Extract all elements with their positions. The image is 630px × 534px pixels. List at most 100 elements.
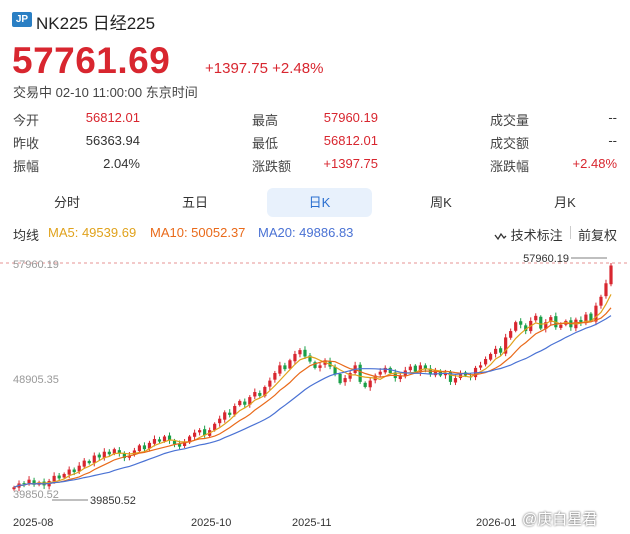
watermark: @庚白星君 [522, 511, 598, 528]
candle-body [378, 371, 382, 375]
candle-body [52, 475, 56, 482]
ma5-value: MA5: 49539.69 [48, 225, 137, 240]
stat-label: 今开 [13, 113, 40, 128]
candle-body [544, 322, 548, 329]
candle-body [494, 348, 498, 354]
adjust-toggle[interactable]: 前复权 [578, 228, 618, 243]
candle-body [524, 325, 528, 332]
candle-body [278, 365, 282, 374]
candle-body [423, 365, 427, 370]
candle-body [27, 479, 31, 484]
candle-body [122, 453, 126, 459]
candle-body [348, 372, 352, 379]
candle-body [584, 314, 588, 324]
zigzag-icon [494, 232, 507, 241]
ma20-line [13, 315, 612, 488]
stat-value: -- [608, 133, 617, 148]
candle-body [107, 451, 111, 455]
candle-body [333, 366, 337, 375]
candle-body [313, 362, 317, 368]
candle-body [433, 370, 438, 376]
candle-body [383, 367, 387, 373]
candle-body [233, 406, 237, 415]
y-axis-top-label: 57960.19 [13, 259, 59, 271]
stat-value: 56812.01 [323, 133, 378, 148]
candle-body [87, 460, 91, 464]
candle-body [218, 418, 222, 424]
candle-body [253, 392, 257, 397]
candle-body [193, 432, 197, 437]
x-axis-label: 2025-10 [191, 517, 231, 529]
market-badge: JP [12, 12, 32, 27]
tech-annotation-toggle[interactable]: 技术标注 [494, 225, 563, 244]
candle-body [443, 372, 448, 376]
candle-body [127, 455, 131, 458]
candle-body [418, 365, 422, 373]
stat-value: 56812.01 [85, 110, 140, 125]
kline-chart[interactable]: 57960.19 48905.35 39850.52 57960.19 39850.52… [0, 245, 630, 534]
candle-body [293, 353, 297, 362]
tab-weekly-k[interactable]: 周K [430, 195, 452, 210]
candle-body [343, 378, 347, 383]
candle-body [363, 382, 367, 387]
candle-body [388, 367, 392, 373]
high-marker-label: 57960.19 [523, 253, 569, 265]
candle-body [67, 469, 71, 475]
candle-body [238, 400, 242, 406]
stat-value: +2.48% [572, 156, 617, 171]
candle-body [92, 455, 96, 463]
candle-body [112, 449, 116, 454]
current-price: 57761.69 [12, 40, 171, 81]
candle-body [589, 313, 593, 321]
period-tabs: 分时 五日 日K 周K 月K [0, 188, 630, 217]
index-title: NK225 日经225 [36, 14, 156, 33]
candle-body [599, 296, 603, 306]
candle-body [413, 365, 417, 372]
tech-annotation-label: 技术标注 [510, 228, 563, 243]
candle-body [478, 365, 483, 368]
low-marker-label: 39850.52 [90, 495, 136, 507]
price-change: +1397.75 +2.48% [205, 60, 324, 77]
tab-intraday[interactable]: 分时 [53, 195, 80, 210]
candle-body [504, 337, 508, 354]
ma10-value: MA10: 50052.37 [150, 225, 246, 240]
stat-label: 最高 [252, 113, 279, 128]
stat-label: 最低 [252, 136, 279, 151]
tab-monthly-k[interactable]: 月K [554, 195, 576, 210]
candle-body [198, 430, 202, 433]
candle-body [12, 487, 16, 490]
candle-body [162, 436, 167, 442]
trade-status: 交易中 02-10 11:00:00 东京时间 [13, 85, 198, 100]
x-axis-label: 2025-11 [292, 517, 332, 529]
candle-body [534, 315, 538, 321]
candle-body [213, 423, 217, 431]
candle-body [288, 360, 292, 369]
candle-body [62, 473, 66, 478]
candle-body [303, 349, 307, 357]
stat-label: 成交量 [490, 113, 530, 128]
candle-body [499, 348, 503, 353]
candle-body [152, 439, 157, 444]
candle-body [117, 450, 121, 454]
candle-body [283, 365, 287, 370]
divider [570, 226, 571, 239]
stat-value: 56363.94 [85, 133, 140, 148]
candle-body [448, 372, 453, 382]
candle-body [77, 465, 81, 472]
tab-five-day[interactable]: 五日 [181, 195, 208, 210]
candle-body [358, 364, 362, 382]
candle-body [273, 372, 277, 380]
ma20-value: MA20: 49886.83 [258, 225, 354, 240]
candle-body [514, 322, 518, 331]
candle-body [223, 412, 227, 420]
candle-body [594, 305, 598, 322]
x-axis-label: 2025-08 [13, 517, 53, 529]
x-axis-label: 2026-01 [476, 517, 516, 529]
candle-body [72, 469, 76, 473]
candle-body [172, 440, 177, 445]
candle-body [167, 435, 172, 441]
tab-daily-k[interactable]: 日K [267, 188, 372, 217]
candle-body [187, 436, 192, 443]
candle-body [157, 439, 162, 442]
stat-label: 振幅 [13, 159, 40, 174]
